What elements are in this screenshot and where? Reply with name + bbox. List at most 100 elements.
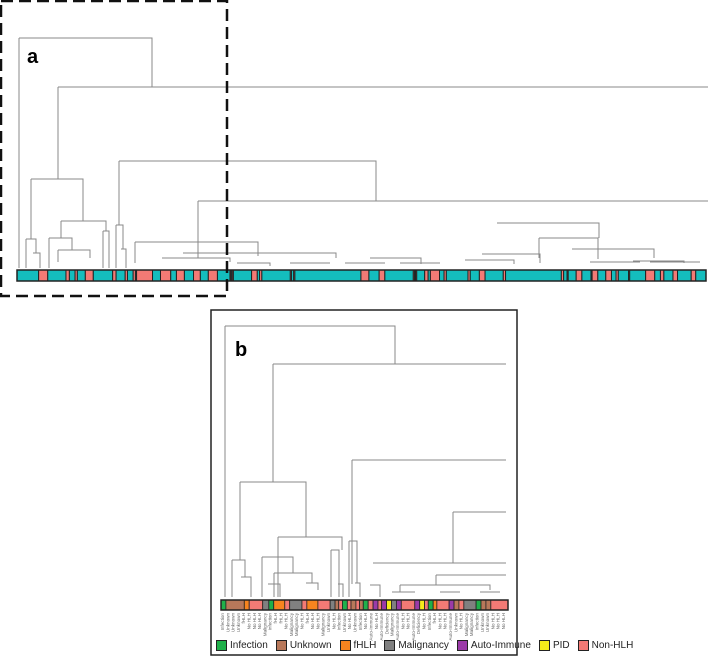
band-segment (414, 599, 421, 611)
sample-label: No HLH (347, 613, 352, 629)
sample-label: Infection (220, 613, 225, 631)
legend-label: PID (552, 640, 570, 651)
band-segment (377, 599, 383, 611)
legend-item: fHLH (339, 640, 376, 651)
band-segment (448, 599, 455, 611)
band-segment (610, 269, 617, 282)
band-segment (268, 599, 275, 611)
sample-label: Infection (474, 613, 479, 631)
sample-label: Unknown (326, 613, 331, 633)
band-segment (386, 599, 392, 611)
sample-label: fHLH (241, 613, 246, 623)
sample-label: No HLH (310, 613, 315, 629)
sample-label: Unknown (480, 613, 485, 633)
band-segment (663, 269, 674, 282)
sample-label: Malignancy (464, 612, 469, 636)
legend-swatch-icon (216, 640, 227, 651)
band-segment (65, 269, 70, 282)
band-segment (478, 269, 486, 282)
band-segment (289, 599, 303, 611)
band-segment (232, 269, 253, 282)
panel-b-dendrogram (224, 325, 506, 597)
sample-label: No HLH (374, 613, 379, 629)
band-segment (424, 599, 429, 611)
band-segment (175, 269, 185, 282)
band-segment (225, 599, 245, 611)
band-segment (458, 599, 465, 611)
band-segment (439, 269, 445, 282)
sample-label: Auto-Immune (411, 613, 416, 641)
band-segment (690, 269, 697, 282)
sample-label: fHLH (432, 613, 437, 623)
sample-label: No HLH (315, 613, 320, 629)
band-segment (378, 269, 386, 282)
band-segment (338, 599, 343, 611)
sample-label: Infection (337, 613, 342, 631)
band-segment (359, 599, 364, 611)
legend-label: Auto-Immune (470, 640, 531, 651)
sample-label: No HLH (490, 613, 495, 629)
band-segment (453, 599, 460, 611)
band-segment (115, 269, 126, 282)
band-segment (429, 269, 441, 282)
panel-b-frame (210, 309, 518, 656)
sample-label: No HLH (501, 613, 506, 629)
legend-item: Infection (216, 640, 268, 651)
legend-label: Non-HLH (591, 640, 634, 651)
band-segment (654, 269, 661, 282)
band-segment (243, 599, 250, 611)
band-segment (76, 269, 86, 282)
legend-swatch-icon (538, 640, 550, 651)
legend-swatch-icon (275, 640, 287, 651)
band-segment (485, 599, 492, 611)
band-segment (362, 599, 369, 611)
band-segment (183, 269, 195, 282)
band-segment (368, 269, 380, 282)
legend-label: Malignancy (398, 640, 449, 651)
sample-label: No HLH (363, 613, 368, 629)
band-segment (38, 269, 49, 282)
legend-item: PID (538, 640, 570, 651)
band-segment (193, 269, 201, 282)
band-segment (112, 269, 117, 282)
band-segment (419, 599, 425, 611)
band-segment (480, 599, 487, 611)
sample-label: Deficiency (416, 612, 421, 634)
panel-a-class-band (16, 269, 707, 282)
sample-label: Unknown (353, 613, 358, 633)
panel-b-label: b (235, 339, 247, 361)
band-segment (284, 599, 291, 611)
band-segment (490, 599, 509, 611)
band-segment (563, 269, 568, 282)
sample-label: Deficiency (384, 612, 389, 634)
band-segment (301, 599, 308, 611)
band-segment (575, 269, 583, 282)
panel-a-dendrogram (18, 37, 708, 268)
sample-label: fHLH (305, 613, 310, 623)
sample-label: Malignancy (294, 612, 299, 636)
band-segment (427, 599, 434, 611)
band-segment (248, 599, 264, 611)
sample-label: No HLH (400, 613, 405, 629)
sample-label: Malignancy (390, 612, 395, 636)
band-segment (306, 599, 319, 611)
band-segment (629, 269, 647, 282)
sample-label: No HLH (331, 613, 336, 629)
sample-label: No HLH (459, 613, 464, 629)
sample-label: No HLH (443, 613, 448, 629)
band-segment (381, 599, 387, 611)
sample-label: Malignancy (262, 612, 267, 636)
sample-label: fHLH (273, 613, 278, 623)
legend-label: Unknown (289, 640, 332, 651)
band-segment (329, 599, 336, 611)
legend-item: Auto-Immune (456, 640, 531, 651)
band-segment (207, 269, 218, 282)
band-segment (16, 269, 40, 282)
band-segment (416, 269, 426, 282)
sample-label: Unknown (236, 613, 241, 633)
band-segment (136, 269, 154, 282)
band-segment (597, 269, 607, 282)
band-segment (342, 599, 348, 611)
band-segment (505, 269, 562, 282)
